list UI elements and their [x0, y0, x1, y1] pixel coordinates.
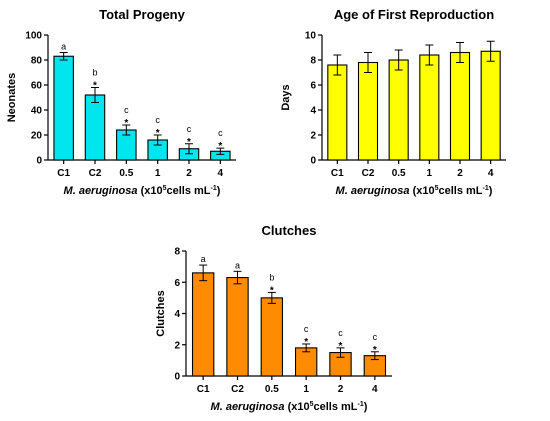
chart-total-progeny: Total Progeny Neonates 0 20 40 60 80 100 a C1 * b C2…	[6, 7, 236, 197]
y-tick-label: 100	[25, 31, 42, 42]
significance-star: *	[93, 81, 97, 92]
x-axis-label: M. aeruginosa (x105cells mL-1)	[64, 185, 221, 197]
chart-clutches: Clutches Clutches 0 2 4 6 8 a C1 a C2 * b 0.5 * c 1 * c 2 * c…	[155, 223, 392, 413]
group-letter: c	[304, 324, 309, 334]
x-tick-label: C1	[57, 168, 70, 179]
y-axis-label: Clutches	[155, 290, 167, 336]
group-letter: a	[235, 260, 240, 270]
significance-star: *	[339, 341, 343, 352]
x-tick-label: 1	[303, 384, 309, 395]
y-tick-label: 2	[174, 340, 180, 351]
x-tick-label: 1	[427, 168, 433, 179]
significance-star: *	[304, 337, 308, 348]
y-tick-label: 0	[174, 372, 180, 383]
group-letter: c	[187, 124, 192, 134]
y-tick-label: 20	[31, 131, 43, 142]
significance-star: *	[187, 137, 191, 148]
x-tick-label: C1	[331, 168, 344, 179]
significance-star: *	[218, 141, 222, 152]
bar-C1	[53, 55, 74, 161]
chart-title: Clutches	[262, 223, 317, 238]
group-letter: b	[269, 272, 274, 282]
y-tick-label: 4	[174, 309, 180, 320]
y-axis-label: Days	[280, 84, 292, 110]
bar-C2	[226, 277, 249, 377]
bar-C1	[327, 64, 348, 161]
group-letter: c	[218, 128, 223, 138]
group-letter: a	[61, 42, 66, 52]
x-axis-label: M. aeruginosa (x105cells mL-1)	[336, 185, 493, 197]
y-tick-label: 40	[31, 106, 43, 117]
significance-star: *	[270, 285, 274, 296]
y-tick-label: 6	[310, 81, 316, 92]
x-tick-label: 2	[338, 384, 344, 395]
bar-0.5	[388, 59, 409, 161]
y-tick-label: 10	[305, 31, 317, 42]
x-tick-label: C1	[197, 384, 210, 395]
y-tick-label: 60	[31, 81, 43, 92]
bar-4	[480, 50, 501, 161]
y-tick-label: 6	[174, 278, 180, 289]
x-axis-label: M. aeruginosa (x105cells mL-1)	[211, 401, 368, 413]
x-tick-label: 0.5	[265, 384, 279, 395]
group-letter: b	[92, 68, 97, 78]
bar-C2	[357, 61, 379, 161]
x-tick-label: 0.5	[392, 168, 406, 179]
significance-star: *	[156, 128, 160, 139]
group-letter: c	[338, 328, 343, 338]
x-tick-label: 0.5	[119, 168, 133, 179]
bar-C2	[84, 94, 106, 161]
chart-age-first-reproduction: Age of First Reproduction Days 0 2 4 6 8 10 C1 C2…	[280, 7, 506, 197]
bar-1	[419, 54, 440, 161]
x-tick-label: 4	[372, 384, 378, 395]
x-tick-label: C2	[231, 384, 244, 395]
y-axis-label: Neonates	[6, 73, 18, 123]
x-tick-label: 4	[218, 168, 224, 179]
bar-2	[449, 51, 471, 161]
x-tick-label: C2	[362, 168, 375, 179]
group-letter: c	[124, 105, 129, 115]
y-tick-label: 8	[174, 247, 180, 258]
y-tick-label: 0	[310, 156, 316, 167]
x-tick-label: 2	[457, 168, 463, 179]
bar-C1	[191, 272, 215, 377]
x-tick-label: 1	[155, 168, 161, 179]
group-letter: c	[373, 332, 378, 342]
bar-0.5	[260, 297, 284, 377]
significance-star: *	[373, 345, 377, 356]
significance-star: *	[124, 118, 128, 129]
group-letter: a	[201, 254, 206, 264]
x-tick-label: 4	[488, 168, 494, 179]
y-tick-label: 8	[310, 56, 316, 67]
chart-title: Total Progeny	[99, 7, 185, 22]
x-tick-label: C2	[89, 168, 102, 179]
y-tick-label: 0	[36, 156, 42, 167]
group-letter: c	[155, 115, 160, 125]
y-tick-label: 4	[310, 106, 316, 117]
y-tick-label: 2	[310, 131, 316, 142]
y-tick-label: 80	[31, 56, 43, 67]
x-tick-label: 2	[186, 168, 192, 179]
chart-title: Age of First Reproduction	[334, 7, 494, 22]
